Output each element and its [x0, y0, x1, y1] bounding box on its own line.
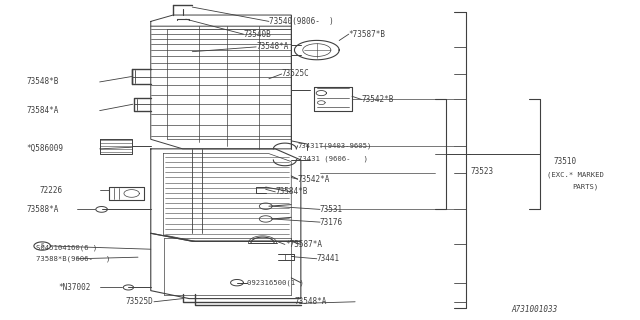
Text: 73548*B: 73548*B [26, 77, 59, 86]
Text: PARTS): PARTS) [572, 184, 598, 190]
Text: 73525D: 73525D [125, 297, 153, 306]
Text: S045104160(6 ): S045104160(6 ) [36, 244, 97, 251]
Text: 73431 (9606-   ): 73431 (9606- ) [298, 155, 367, 162]
Text: 73525C: 73525C [282, 69, 309, 78]
Text: *N37002: *N37002 [58, 283, 90, 292]
Text: (EXC.* MARKED: (EXC.* MARKED [547, 171, 604, 178]
Text: 73584*B: 73584*B [275, 188, 308, 196]
Text: 73542*A: 73542*A [298, 175, 330, 184]
Text: 73441: 73441 [317, 254, 340, 263]
Text: *73587*A: *73587*A [285, 240, 322, 249]
Text: 73431T(9403-9605): 73431T(9403-9605) [298, 142, 372, 149]
Text: A731001033: A731001033 [511, 305, 558, 314]
Text: S: S [40, 243, 44, 248]
Text: *73587*B: *73587*B [349, 30, 386, 39]
Text: 73588*B(9606-   ): 73588*B(9606- ) [36, 255, 110, 262]
Text: 72226: 72226 [39, 186, 62, 195]
Text: 092316500(1 ): 092316500(1 ) [246, 279, 303, 286]
Text: 73540B: 73540B [243, 30, 271, 39]
Text: 73523: 73523 [470, 167, 493, 176]
Text: 73548*A: 73548*A [256, 42, 289, 52]
Text: 73176: 73176 [320, 218, 343, 227]
Text: 73548*A: 73548*A [294, 297, 327, 306]
Text: 73588*A: 73588*A [26, 205, 59, 214]
Text: 73531: 73531 [320, 205, 343, 214]
Text: 73584*A: 73584*A [26, 106, 59, 115]
Text: 73542*B: 73542*B [362, 95, 394, 104]
Text: 73540(9806-  ): 73540(9806- ) [269, 17, 333, 26]
Text: *Q586009: *Q586009 [26, 144, 63, 153]
Text: 73510: 73510 [553, 157, 576, 166]
